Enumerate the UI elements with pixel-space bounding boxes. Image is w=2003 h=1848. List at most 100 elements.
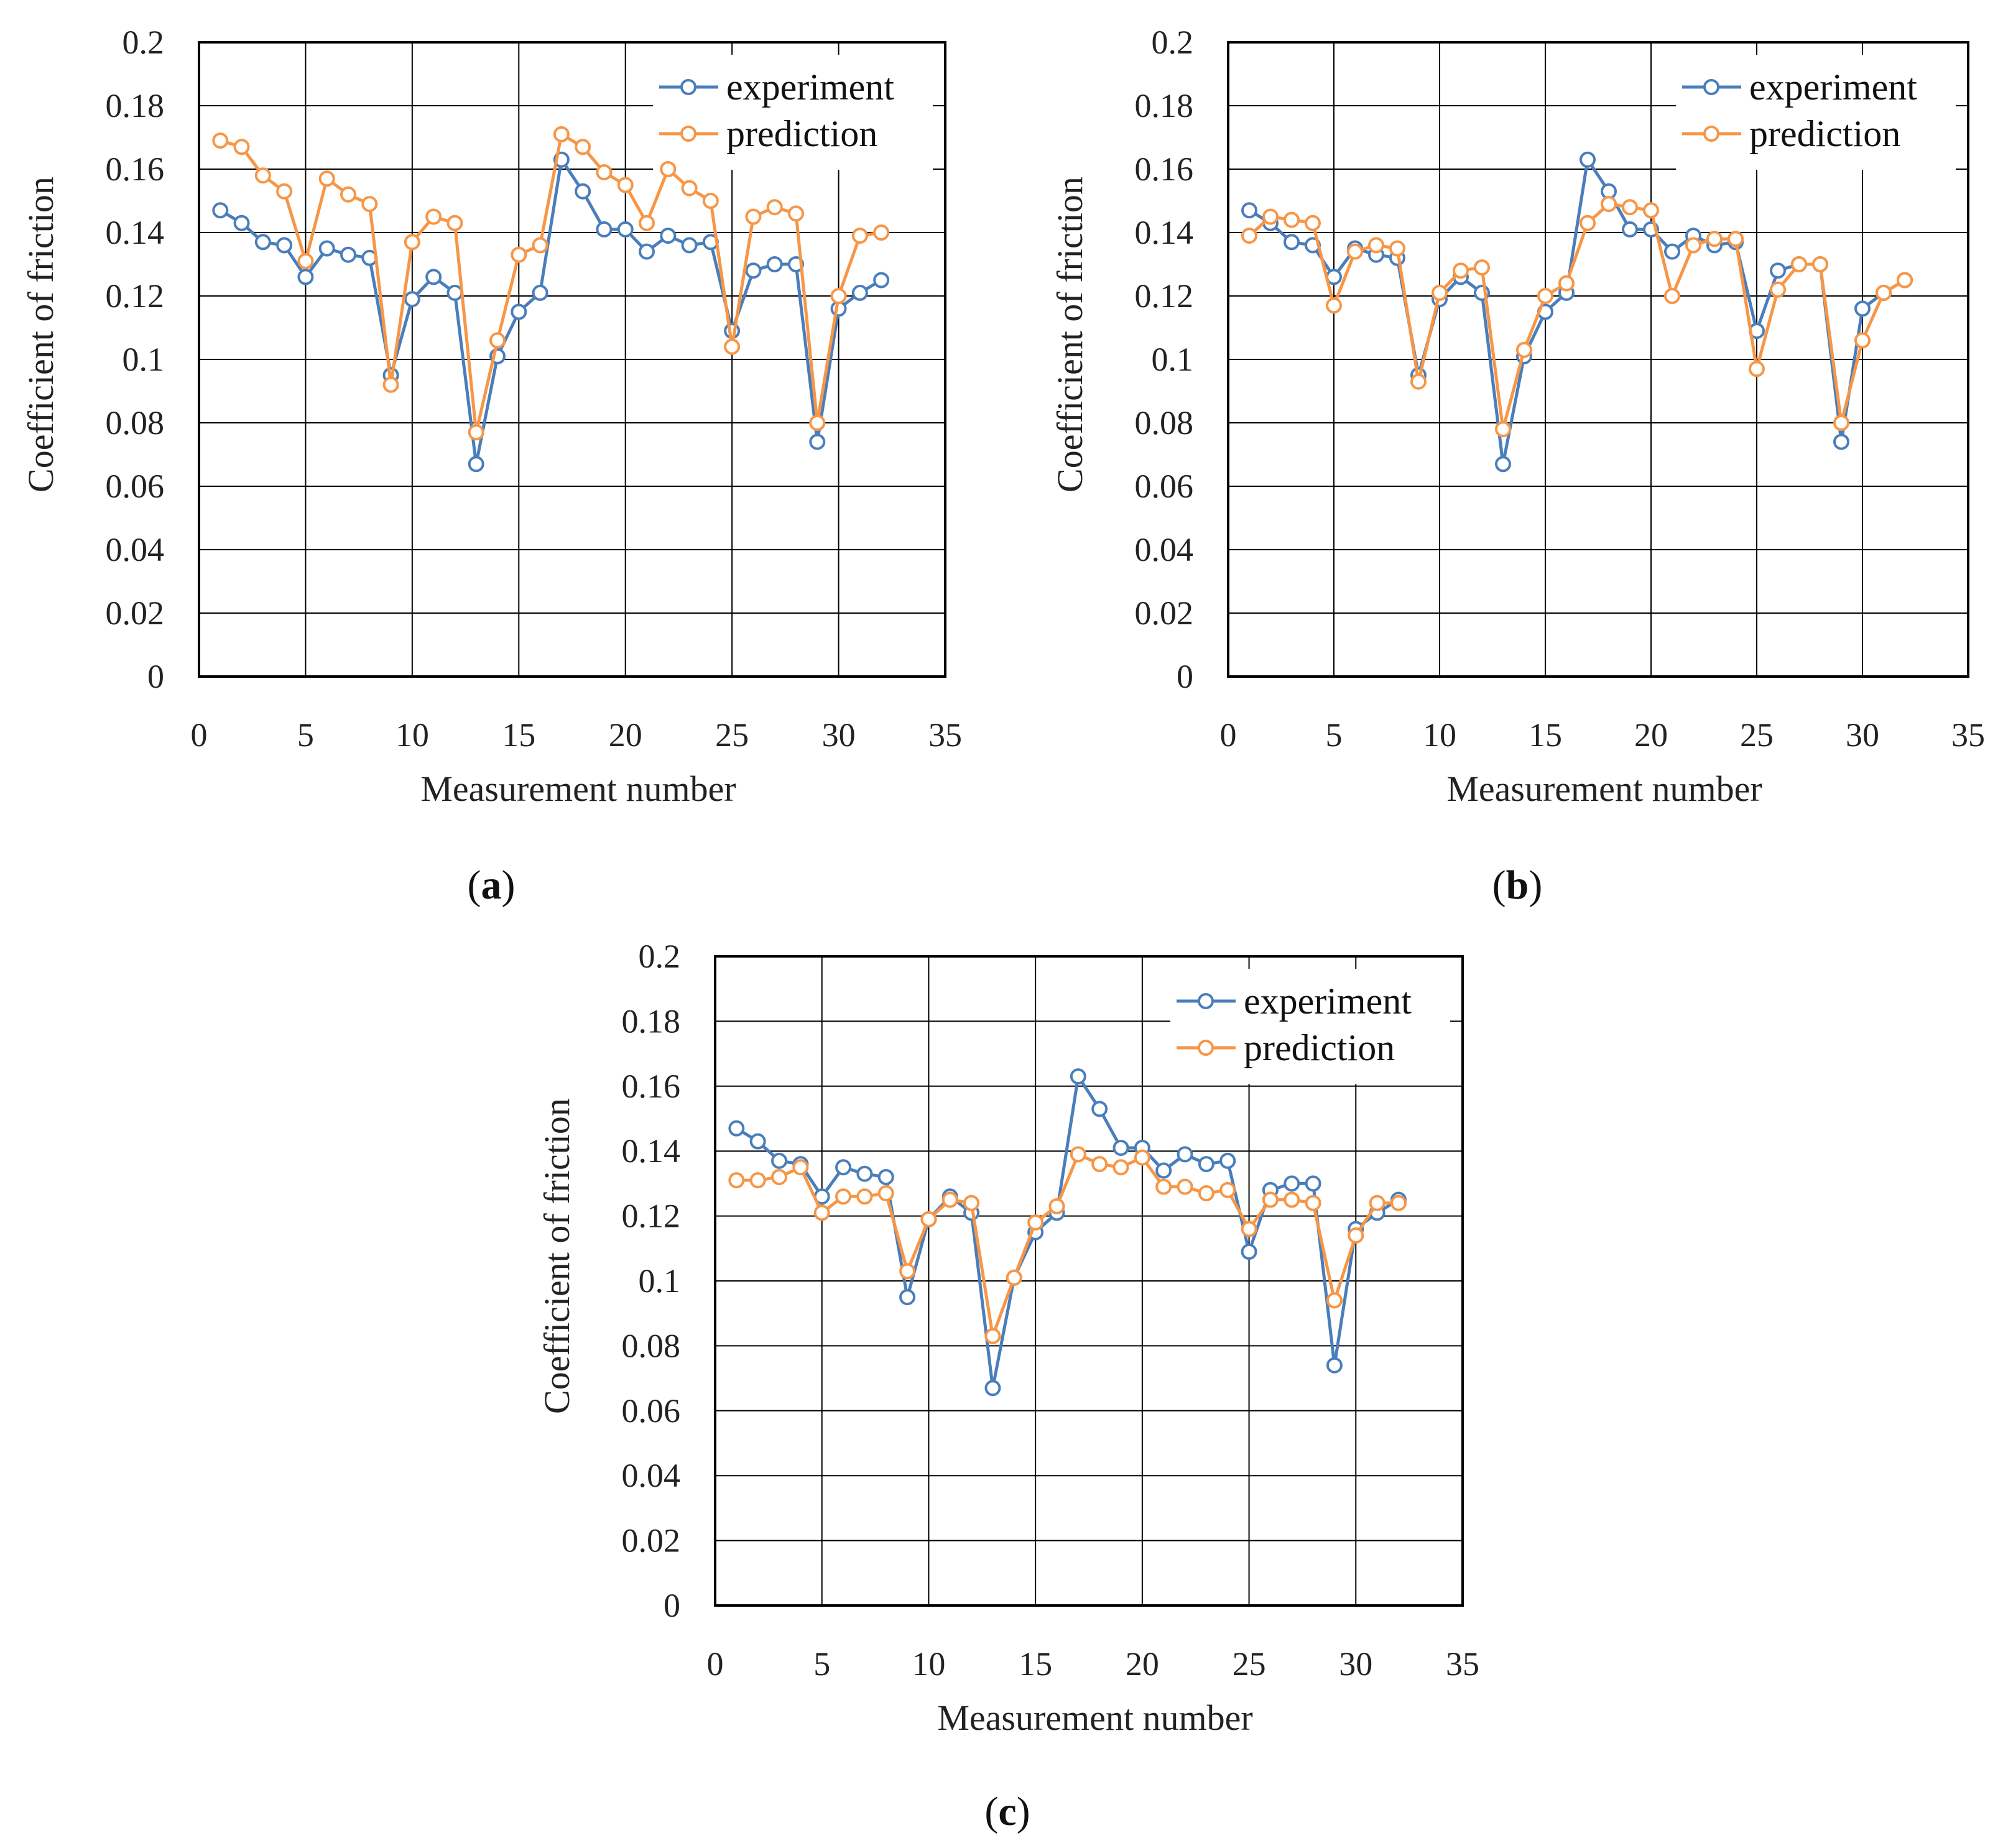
data-point-prediction — [233, 139, 250, 155]
data-point-prediction — [1347, 243, 1363, 260]
legend-label-prediction: prediction — [726, 113, 877, 154]
data-point-experiment — [1177, 1146, 1193, 1163]
legend-label-experiment: experiment — [1749, 67, 1917, 108]
data-point-prediction — [1516, 341, 1532, 358]
y-tick-label: 0.12 — [1135, 277, 1194, 315]
data-point-prediction — [575, 139, 591, 155]
data-point-prediction — [1113, 1159, 1129, 1176]
data-point-experiment — [1770, 262, 1786, 279]
data-point-experiment — [212, 202, 229, 219]
x-axis-label: Measurement number — [1446, 769, 1762, 809]
data-point-experiment — [468, 456, 484, 473]
data-point-experiment — [254, 234, 271, 251]
data-point-experiment — [766, 256, 783, 272]
data-point-prediction — [1155, 1178, 1172, 1195]
y-tick-label: 0.14 — [622, 1132, 681, 1170]
y-tick-label: 0.06 — [622, 1392, 681, 1430]
data-point-experiment — [984, 1380, 1001, 1397]
data-point-prediction — [766, 199, 783, 216]
data-point-prediction — [856, 1188, 873, 1205]
data-point-experiment — [681, 237, 698, 254]
legend-label-experiment: experiment — [1244, 981, 1412, 1022]
data-point-experiment — [809, 433, 826, 450]
x-tick-label: 30 — [1846, 716, 1879, 754]
data-point-prediction — [788, 205, 804, 222]
data-point-experiment — [511, 303, 527, 320]
y-axis-label: Coefficient of friction — [1050, 177, 1090, 492]
data-point-prediction — [318, 170, 335, 187]
data-point-prediction — [340, 186, 356, 203]
data-point-prediction — [1770, 281, 1786, 298]
data-point-prediction — [963, 1194, 980, 1211]
x-tick-label: 20 — [609, 716, 642, 754]
data-point-prediction — [1134, 1149, 1150, 1166]
data-point-experiment — [1580, 151, 1596, 168]
y-tick-label: 0.06 — [1135, 468, 1194, 505]
data-point-prediction — [1305, 1194, 1321, 1211]
data-point-experiment — [728, 1120, 745, 1137]
data-point-experiment — [1664, 243, 1680, 260]
x-tick-label: 25 — [715, 716, 749, 754]
panel-caption: (b) — [1492, 862, 1543, 908]
y-tick-label: 0.16 — [106, 150, 165, 188]
y-tick-label: 0.02 — [622, 1522, 681, 1559]
x-tick-label: 0 — [1220, 716, 1237, 754]
data-point-experiment — [899, 1289, 916, 1306]
data-point-prediction — [1876, 284, 1892, 301]
data-point-prediction — [809, 415, 826, 431]
x-tick-label: 15 — [1019, 1645, 1052, 1683]
data-point-experiment — [1091, 1101, 1108, 1117]
data-point-prediction — [1389, 240, 1405, 257]
data-point-prediction — [361, 196, 378, 213]
x-tick-label: 30 — [1339, 1645, 1372, 1683]
data-point-prediction — [1854, 332, 1871, 349]
y-tick-label: 0.1 — [1152, 341, 1194, 378]
data-point-prediction — [749, 1172, 766, 1189]
data-point-prediction — [1262, 208, 1279, 225]
data-point-prediction — [1368, 237, 1384, 254]
data-point-prediction — [873, 224, 890, 241]
x-tick-label: 5 — [813, 1645, 830, 1683]
y-tick-label: 0.08 — [622, 1327, 681, 1364]
x-tick-label: 10 — [396, 716, 429, 754]
x-tick-label: 20 — [1634, 716, 1668, 754]
data-point-prediction — [920, 1211, 937, 1227]
data-point-experiment — [575, 183, 591, 200]
data-point-prediction — [835, 1188, 852, 1205]
data-point-prediction — [1091, 1156, 1108, 1173]
legend-label-prediction: prediction — [1749, 113, 1900, 154]
data-point-prediction — [813, 1204, 830, 1221]
data-point-prediction — [1177, 1178, 1193, 1195]
data-point-experiment — [1622, 221, 1638, 238]
x-tick-label: 15 — [1529, 716, 1562, 754]
y-tick-label: 0.16 — [1135, 150, 1194, 188]
data-point-experiment — [639, 243, 655, 260]
y-tick-label: 0.02 — [106, 594, 165, 632]
data-point-experiment — [1155, 1162, 1172, 1179]
legend-label-experiment: experiment — [726, 67, 894, 108]
data-point-prediction — [851, 228, 868, 244]
y-tick-label: 0.18 — [1135, 87, 1194, 124]
data-point-prediction — [1643, 202, 1659, 219]
data-point-prediction — [1495, 421, 1511, 438]
data-point-experiment — [1284, 1175, 1300, 1192]
data-point-experiment — [851, 284, 868, 301]
data-point-experiment — [1070, 1068, 1086, 1085]
data-point-prediction — [1348, 1227, 1364, 1244]
y-tick-label: 0.16 — [622, 1068, 681, 1105]
data-point-prediction — [1812, 256, 1828, 272]
x-tick-label: 5 — [297, 716, 314, 754]
y-tick-label: 0.2 — [1152, 24, 1194, 61]
data-point-experiment — [1219, 1152, 1236, 1169]
data-point-prediction — [702, 193, 719, 209]
y-tick-label: 0.08 — [1135, 404, 1194, 441]
data-point-prediction — [1027, 1214, 1044, 1231]
data-point-prediction — [1284, 211, 1300, 228]
legend-marker-experiment — [680, 79, 696, 95]
data-point-prediction — [212, 132, 229, 149]
y-tick-label: 0.04 — [622, 1457, 681, 1494]
data-point-experiment — [1495, 456, 1511, 473]
legend-label-prediction: prediction — [1244, 1027, 1395, 1068]
data-point-prediction — [1262, 1191, 1279, 1208]
